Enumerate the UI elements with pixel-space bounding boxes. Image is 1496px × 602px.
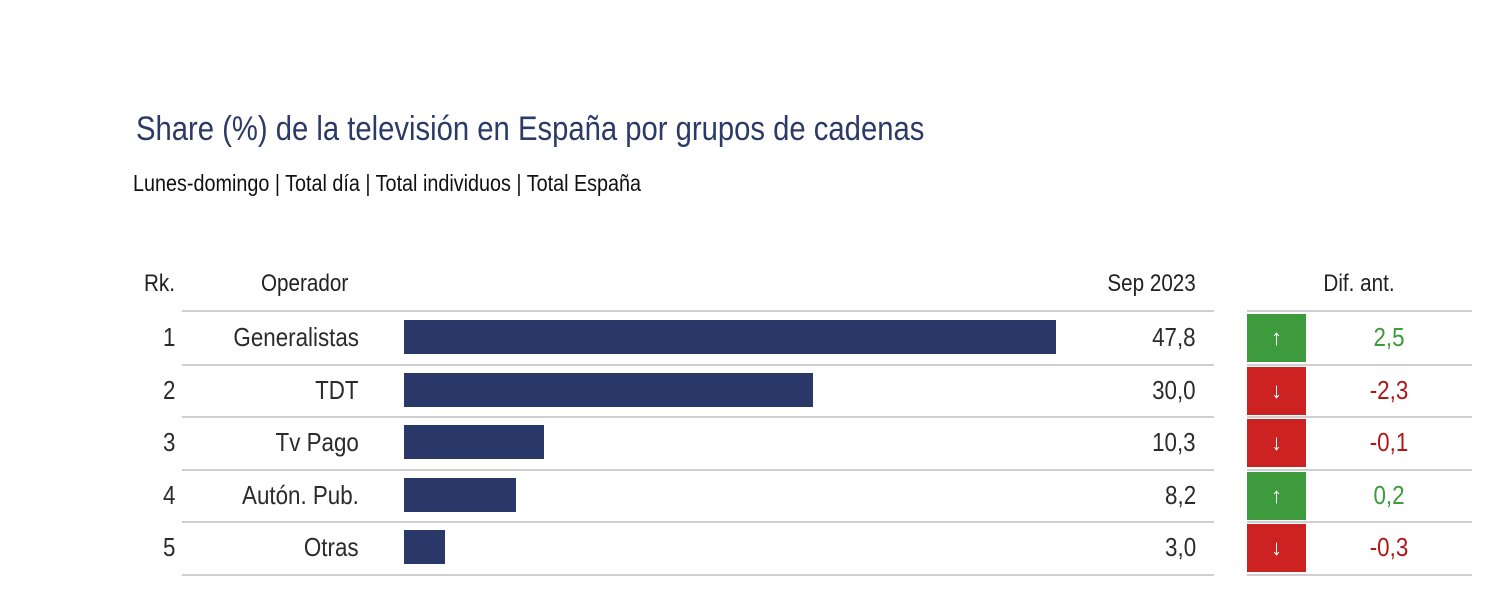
row-divider-right xyxy=(1247,573,1472,576)
header-divider-right xyxy=(1247,310,1472,312)
operator-cell: Otras xyxy=(304,532,359,563)
header-rank: Rk. xyxy=(144,270,175,297)
value-cell: 10,3 xyxy=(1152,427,1196,458)
header-value: Sep 2023 xyxy=(1107,270,1196,297)
header-diff: Dif. ant. xyxy=(1323,270,1395,297)
diff-cell: -2,3 xyxy=(1369,374,1409,405)
row-divider-left xyxy=(182,468,1214,471)
rank-cell: 3 xyxy=(163,427,176,458)
value-cell: 47,8 xyxy=(1152,322,1196,353)
arrow-down-icon: ↓ xyxy=(1247,524,1306,572)
operator-cell: TDT xyxy=(315,374,359,405)
operator-cell: Tv Pago xyxy=(275,427,359,458)
bar-5 xyxy=(404,530,445,565)
header-divider-left xyxy=(182,310,1214,312)
row-divider-right xyxy=(1247,363,1472,366)
operator-cell: Autón. Pub. xyxy=(242,479,359,510)
bar-4 xyxy=(404,477,516,512)
arrow-down-icon: ↓ xyxy=(1247,419,1306,467)
row-divider-left xyxy=(182,521,1214,523)
bar-3 xyxy=(404,425,545,460)
rank-cell: 1 xyxy=(163,322,176,353)
row-divider-left xyxy=(182,416,1214,418)
value-cell: 30,0 xyxy=(1152,374,1196,405)
chart-title: Share (%) de la televisión en España por… xyxy=(136,110,925,148)
row-divider-right xyxy=(1247,468,1472,471)
bar-1 xyxy=(404,320,1056,355)
operator-cell: Generalistas xyxy=(233,322,359,353)
arrow-down-icon: ↓ xyxy=(1247,366,1306,415)
value-cell: 8,2 xyxy=(1164,479,1196,510)
row-divider-right xyxy=(1247,521,1472,523)
arrow-up-icon: ↑ xyxy=(1247,471,1306,520)
row-divider-left xyxy=(182,363,1214,366)
value-cell: 3,0 xyxy=(1164,532,1196,563)
header-operator: Operador xyxy=(261,270,349,297)
bar-2 xyxy=(404,372,814,407)
rank-cell: 4 xyxy=(163,479,176,510)
diff-cell: -0,1 xyxy=(1369,427,1409,458)
row-divider-right xyxy=(1247,416,1472,418)
arrow-up-icon: ↑ xyxy=(1247,314,1306,362)
rank-cell: 2 xyxy=(163,374,176,405)
diff-cell: 2,5 xyxy=(1373,322,1405,353)
rank-cell: 5 xyxy=(163,532,176,563)
chart-subtitle: Lunes-domingo | Total día | Total indivi… xyxy=(133,170,642,196)
diff-cell: 0,2 xyxy=(1373,479,1405,510)
diff-cell: -0,3 xyxy=(1369,532,1409,563)
row-divider-left xyxy=(182,573,1214,576)
